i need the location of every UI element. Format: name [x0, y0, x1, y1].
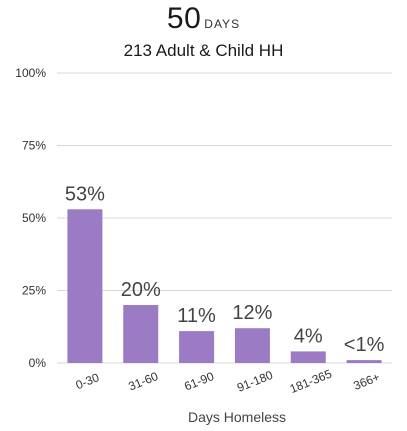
y-tick-label: 25%: [22, 284, 46, 298]
y-tick-label: 100%: [15, 66, 46, 80]
metric-value: 50: [166, 2, 202, 35]
bar-91-180[interactable]: [234, 328, 270, 363]
y-tick-label: 50%: [22, 211, 46, 225]
bar-31-60[interactable]: [123, 305, 159, 363]
x-tick-label: 31-60: [126, 369, 160, 394]
x-tick-label: 0-30: [74, 370, 102, 392]
x-tick-label: 181-365: [288, 366, 334, 396]
y-tick-label: 75%: [22, 139, 46, 153]
data-label: 20%: [121, 279, 161, 301]
data-label: 4%: [294, 325, 323, 347]
bars: [67, 209, 382, 363]
data-label: 11%: [177, 305, 216, 327]
data-label: 53%: [65, 183, 105, 205]
x-tick-label: 61-90: [182, 369, 216, 394]
headline-metric: 50 DAYS: [0, 4, 407, 34]
x-axis-tick-labels: 0-30 31-60 61-90 91-180 181-365 366+: [74, 366, 382, 396]
x-axis-title: Days Homeless: [188, 409, 286, 425]
bar-366+[interactable]: [346, 360, 382, 363]
y-tick-label: 0%: [29, 356, 47, 370]
bar-0-30[interactable]: [67, 209, 103, 363]
bar-61-90[interactable]: [179, 331, 215, 363]
bar-181-365[interactable]: [290, 351, 326, 363]
gridlines: [57, 72, 392, 364]
x-tick-label: 366+: [351, 370, 381, 393]
data-labels: 53% 20% 11% 12% 4% <1%: [65, 183, 385, 356]
y-axis-tick-labels: 0% 25% 50% 75% 100%: [15, 66, 46, 370]
x-tick-label: 91-180: [235, 368, 275, 395]
chart-subtitle: 213 Adult & Child HH: [123, 41, 284, 60]
data-label: <1%: [344, 334, 385, 356]
metric-unit: DAYS: [204, 17, 241, 31]
data-label: 12%: [232, 302, 272, 324]
